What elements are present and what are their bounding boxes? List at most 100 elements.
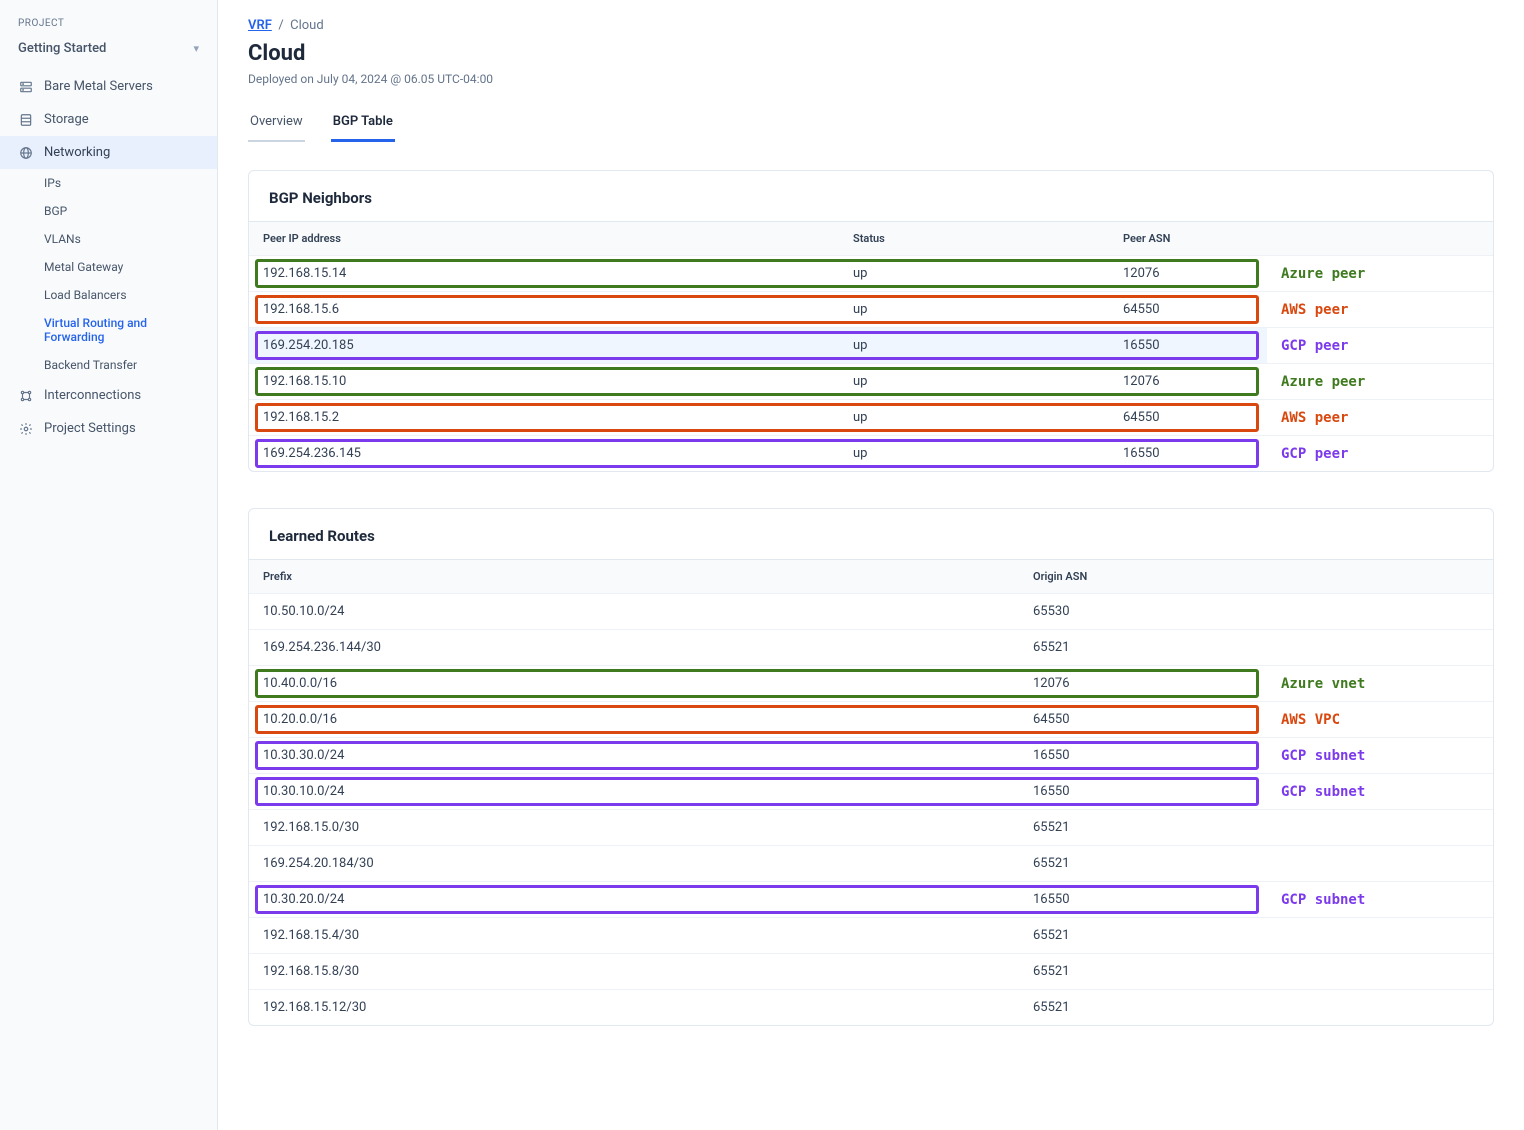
- sidebar-subitem-bgp[interactable]: BGP: [0, 197, 217, 225]
- peer-status: up: [839, 328, 1109, 363]
- sidebar-subitem-load-balancers[interactable]: Load Balancers: [0, 281, 217, 309]
- sidebar-item-label: Project Settings: [44, 421, 136, 436]
- project-name: Getting Started: [18, 41, 106, 56]
- breadcrumb: VRF / Cloud: [248, 18, 1494, 33]
- sidebar-subitem-vlans[interactable]: VLANs: [0, 225, 217, 253]
- peer-asn: 12076: [1109, 256, 1267, 291]
- tab-overview[interactable]: Overview: [248, 108, 305, 142]
- bgp-row[interactable]: 169.254.20.185up16550GCP peer: [249, 327, 1493, 363]
- bgp-row[interactable]: 192.168.15.10up12076Azure peer: [249, 363, 1493, 399]
- col-peer-ip: Peer IP address: [249, 222, 839, 255]
- row-annotation: AWS peer: [1267, 400, 1493, 435]
- sidebar-item-networking[interactable]: Networking: [0, 136, 217, 169]
- col-origin-asn: Origin ASN: [1019, 560, 1267, 593]
- row-annotation: AWS peer: [1267, 292, 1493, 327]
- route-prefix: 192.168.15.12/30: [249, 990, 1019, 1025]
- sidebar-subitem-ips[interactable]: IPs: [0, 169, 217, 197]
- breadcrumb-sep: /: [275, 18, 290, 33]
- route-prefix: 10.40.0.0/16: [249, 666, 1019, 701]
- bgp-row[interactable]: 192.168.15.14up12076Azure peer: [249, 255, 1493, 291]
- row-annotation: AWS VPC: [1267, 702, 1493, 737]
- route-row[interactable]: 169.254.20.184/3065521: [249, 845, 1493, 881]
- route-asn: 64550: [1019, 702, 1267, 737]
- breadcrumb-current: Cloud: [290, 18, 324, 33]
- row-annotation: GCP peer: [1267, 328, 1493, 363]
- route-prefix: 10.30.10.0/24: [249, 774, 1019, 809]
- route-asn: 65521: [1019, 810, 1267, 845]
- bgp-neighbors-card: BGP Neighbors Peer IP address Status Pee…: [248, 170, 1494, 472]
- breadcrumb-parent-link[interactable]: VRF: [248, 18, 272, 33]
- route-asn: 65530: [1019, 594, 1267, 629]
- deployed-timestamp: Deployed on July 04, 2024 @ 06.05 UTC-04…: [248, 72, 1494, 86]
- route-asn: 65521: [1019, 954, 1267, 989]
- route-row[interactable]: 169.254.236.144/3065521: [249, 629, 1493, 665]
- col-status: Status: [839, 222, 1109, 255]
- sidebar-nav: Bare Metal Servers Storage NetworkingIPsBG…: [0, 70, 217, 445]
- learned-routes-table: Prefix Origin ASN 10.50.10.0/2465530169.…: [249, 559, 1493, 1025]
- sidebar-item-interconnections[interactable]: Interconnections: [0, 379, 217, 412]
- route-row[interactable]: 192.168.15.0/3065521: [249, 809, 1493, 845]
- col-prefix: Prefix: [249, 560, 1019, 593]
- bgp-header-row: Peer IP address Status Peer ASN: [249, 221, 1493, 255]
- routes-header-row: Prefix Origin ASN: [249, 559, 1493, 593]
- tab-bgp-table[interactable]: BGP Table: [331, 108, 395, 142]
- peer-ip: 192.168.15.6: [249, 292, 839, 327]
- route-row[interactable]: 10.20.0.0/1664550AWS VPC: [249, 701, 1493, 737]
- route-row[interactable]: 192.168.15.4/3065521: [249, 917, 1493, 953]
- row-annotation: Azure vnet: [1267, 666, 1493, 701]
- row-annotation: GCP subnet: [1267, 882, 1493, 917]
- servers-icon: [18, 80, 34, 94]
- peer-asn: 16550: [1109, 436, 1267, 471]
- storage-icon: [18, 113, 34, 127]
- route-asn: 16550: [1019, 774, 1267, 809]
- sidebar-item-label: Interconnections: [44, 388, 141, 403]
- sidebar-item-label: Storage: [44, 112, 89, 127]
- row-annotation: [1267, 810, 1493, 845]
- peer-status: up: [839, 436, 1109, 471]
- bgp-neighbors-title: BGP Neighbors: [249, 171, 1493, 221]
- route-prefix: 192.168.15.8/30: [249, 954, 1019, 989]
- route-asn: 65521: [1019, 990, 1267, 1025]
- route-row[interactable]: 10.40.0.0/1612076Azure vnet: [249, 665, 1493, 701]
- bgp-row[interactable]: 192.168.15.2up64550AWS peer: [249, 399, 1493, 435]
- row-annotation: [1267, 846, 1493, 881]
- route-row[interactable]: 10.50.10.0/2465530: [249, 593, 1493, 629]
- sidebar-subitem-metal-gateway[interactable]: Metal Gateway: [0, 253, 217, 281]
- route-prefix: 169.254.236.144/30: [249, 630, 1019, 665]
- project-selector[interactable]: Getting Started ▾: [0, 35, 217, 70]
- route-asn: 16550: [1019, 882, 1267, 917]
- row-annotation: GCP subnet: [1267, 738, 1493, 773]
- peer-ip: 169.254.20.185: [249, 328, 839, 363]
- sidebar-item-label: Bare Metal Servers: [44, 79, 153, 94]
- route-row[interactable]: 10.30.10.0/2416550GCP subnet: [249, 773, 1493, 809]
- interconnect-icon: [18, 389, 34, 403]
- sidebar-item-bare-metal[interactable]: Bare Metal Servers: [0, 70, 217, 103]
- sidebar-item-storage[interactable]: Storage: [0, 103, 217, 136]
- row-annotation: [1267, 918, 1493, 953]
- route-row[interactable]: 10.30.20.0/2416550GCP subnet: [249, 881, 1493, 917]
- route-prefix: 192.168.15.4/30: [249, 918, 1019, 953]
- peer-asn: 12076: [1109, 364, 1267, 399]
- row-annotation: Azure peer: [1267, 364, 1493, 399]
- globe-icon: [18, 146, 34, 160]
- bgp-row[interactable]: 192.168.15.6up64550AWS peer: [249, 291, 1493, 327]
- route-row[interactable]: 192.168.15.12/3065521: [249, 989, 1493, 1025]
- route-prefix: 169.254.20.184/30: [249, 846, 1019, 881]
- page-title: Cloud: [248, 41, 1494, 66]
- route-asn: 12076: [1019, 666, 1267, 701]
- route-asn: 65521: [1019, 630, 1267, 665]
- row-annotation: [1267, 954, 1493, 989]
- peer-asn: 64550: [1109, 292, 1267, 327]
- route-row[interactable]: 10.30.30.0/2416550GCP subnet: [249, 737, 1493, 773]
- route-prefix: 192.168.15.0/30: [249, 810, 1019, 845]
- chevron-down-icon: ▾: [193, 42, 199, 55]
- route-prefix: 10.50.10.0/24: [249, 594, 1019, 629]
- route-row[interactable]: 192.168.15.8/3065521: [249, 953, 1493, 989]
- row-annotation: Azure peer: [1267, 256, 1493, 291]
- peer-asn: 64550: [1109, 400, 1267, 435]
- sidebar-subitem-backend-transfer[interactable]: Backend Transfer: [0, 351, 217, 379]
- bgp-row[interactable]: 169.254.236.145up16550GCP peer: [249, 435, 1493, 471]
- learned-routes-card: Learned Routes Prefix Origin ASN 10.50.1…: [248, 508, 1494, 1026]
- sidebar-item-project-settings[interactable]: Project Settings: [0, 412, 217, 445]
- sidebar-subitem-vrf[interactable]: Virtual Routing and Forwarding: [0, 309, 217, 351]
